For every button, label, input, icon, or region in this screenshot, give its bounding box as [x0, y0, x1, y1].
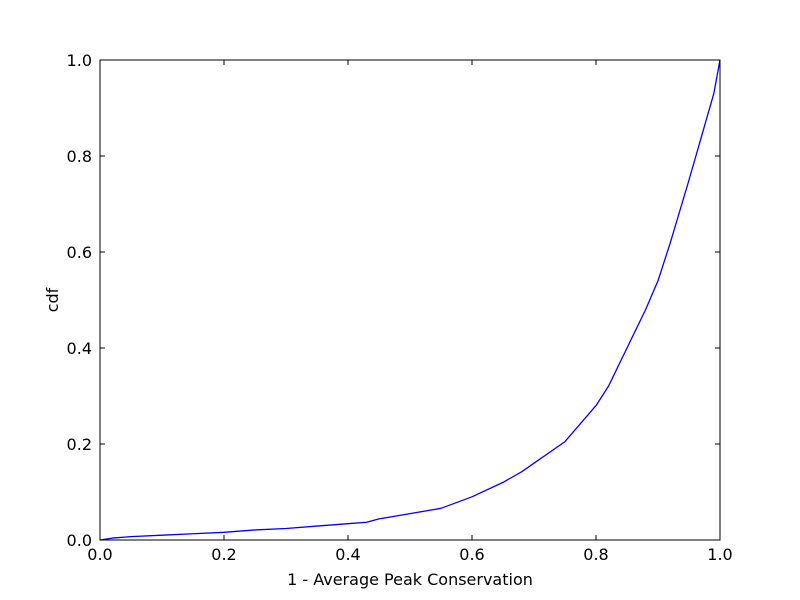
y-tick-label: 0.0	[67, 531, 92, 550]
series-layer	[99, 59, 721, 541]
tick-labels: 0.0 0.2 0.4 0.6 0.8 1.0 0.0 0.2 0.4 0.6 0.8 1.0	[67, 51, 733, 564]
plot-frame	[99, 59, 721, 541]
y-tick-label: 1.0	[67, 51, 92, 70]
x-axis-label: 1 - Average Peak Conservation	[287, 570, 533, 589]
y-tick-label: 0.2	[67, 435, 92, 454]
x-tick-label: 0.0	[87, 545, 112, 564]
x-tick-label: 0.6	[459, 545, 484, 564]
cdf-series-line	[99, 59, 721, 541]
x-tick-label: 0.4	[335, 545, 360, 564]
y-tick-label: 0.8	[67, 147, 92, 166]
x-tick-label: 0.2	[211, 545, 236, 564]
y-tick-label: 0.4	[67, 339, 92, 358]
plot-area	[100, 60, 720, 540]
y-axis-label: cdf	[43, 287, 62, 312]
x-tick-label: 0.8	[583, 545, 608, 564]
x-tick-label: 1.0	[707, 545, 732, 564]
y-tick-label: 0.6	[67, 243, 92, 262]
